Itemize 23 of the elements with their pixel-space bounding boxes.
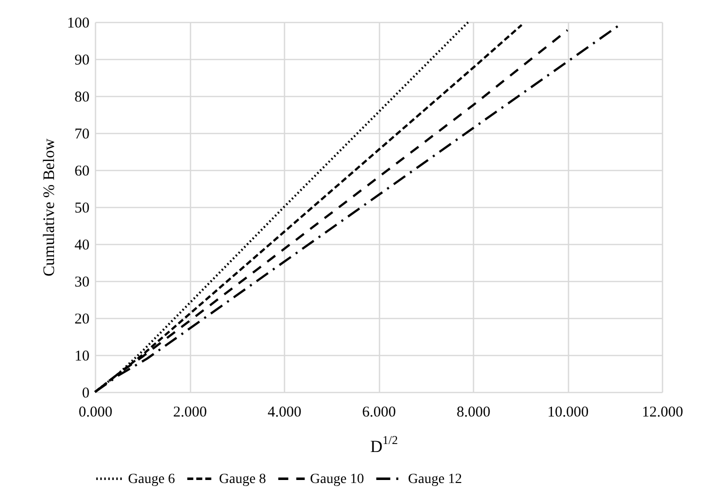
y-tick-label: 30 [74, 274, 90, 290]
y-tick-label: 40 [74, 238, 90, 254]
x-tick-label: 2.000 [173, 404, 207, 420]
y-tick-label: 70 [74, 126, 90, 142]
y-tick-label: 80 [74, 90, 90, 106]
y-tick-label: 60 [74, 164, 90, 180]
legend-label: Gauge 6 [128, 472, 176, 487]
x-tick-label: 10.000 [547, 404, 589, 420]
y-axis-title: Cumulative % Below [41, 138, 58, 276]
legend-label: Gauge 10 [310, 472, 364, 487]
y-tick-label: 20 [74, 312, 90, 328]
x-tick-label: 8.000 [456, 404, 490, 420]
y-tick-label: 50 [74, 200, 90, 216]
x-tick-label: 12.000 [642, 404, 684, 420]
x-tick-label: 0.000 [78, 404, 112, 420]
y-tick-label: 90 [74, 52, 90, 68]
legend-label: Gauge 12 [408, 472, 462, 487]
y-tick-label: 100 [67, 16, 90, 32]
x-tick-label: 4.000 [268, 404, 302, 420]
y-tick-label: 0 [82, 386, 90, 402]
y-tick-label: 10 [74, 348, 90, 364]
x-tick-label: 6.000 [362, 404, 396, 420]
legend-label: Gauge 8 [219, 472, 266, 487]
